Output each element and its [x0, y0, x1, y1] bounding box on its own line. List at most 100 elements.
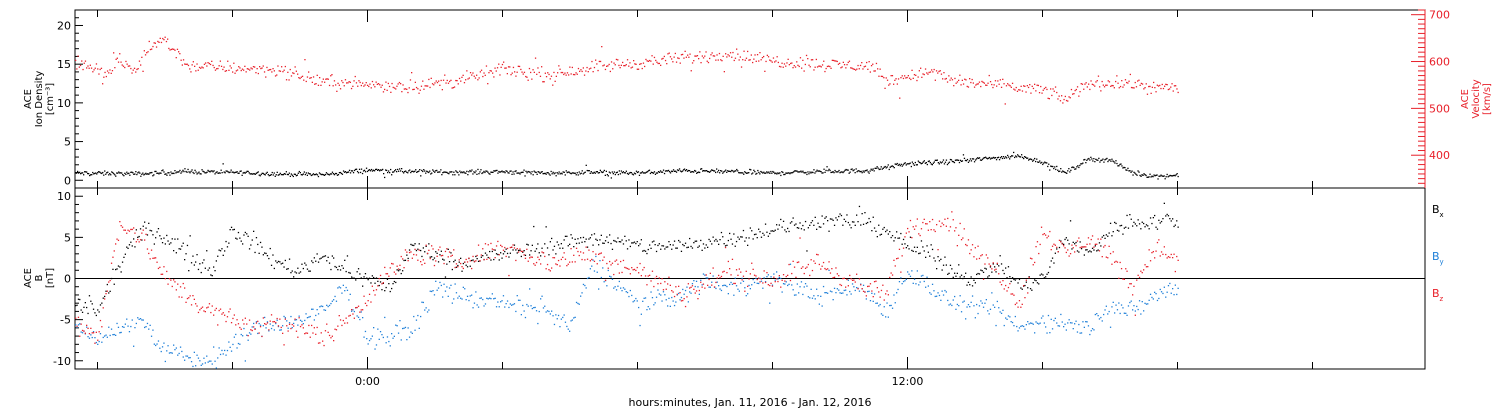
bz-point	[929, 221, 931, 223]
density-point	[731, 169, 733, 172]
velocity-point	[377, 83, 380, 85]
by-point	[232, 343, 234, 346]
density-point	[646, 171, 649, 173]
velocity-point	[880, 75, 882, 77]
bz-point	[170, 279, 172, 281]
bz-point	[582, 252, 585, 254]
by-point	[638, 306, 640, 309]
bx-point	[980, 269, 982, 271]
velocity-point	[520, 68, 522, 71]
by-point	[106, 336, 108, 338]
bx-point	[413, 244, 415, 247]
bz-point	[831, 268, 833, 270]
bz-point	[371, 285, 373, 287]
density-point	[1101, 159, 1103, 161]
velocity-point	[883, 77, 885, 79]
bz-point	[1177, 259, 1179, 261]
velocity-point	[1151, 86, 1153, 88]
bx-point	[996, 263, 998, 265]
bx-point	[486, 254, 488, 256]
by-point	[707, 277, 709, 279]
bz-point	[124, 229, 126, 231]
bz-point	[822, 261, 825, 264]
by-point	[1005, 317, 1007, 319]
bx-point	[678, 239, 680, 242]
velocity-point	[1103, 86, 1106, 88]
bz-point	[564, 258, 567, 260]
density-point	[403, 172, 405, 174]
density-point	[78, 172, 80, 174]
velocity-point	[507, 66, 510, 68]
bx-point	[305, 264, 307, 266]
density-point	[1012, 155, 1014, 157]
bx-point	[690, 245, 692, 248]
by-point	[1025, 324, 1027, 326]
density-point	[1147, 176, 1149, 178]
bx-point	[902, 238, 905, 241]
density-point	[705, 170, 707, 172]
density-point	[639, 172, 642, 174]
bz-point	[875, 280, 877, 282]
density-point	[674, 170, 677, 172]
bx-point	[891, 235, 894, 237]
bz-point	[502, 249, 505, 251]
density-point	[1123, 166, 1125, 169]
velocity-point	[657, 62, 659, 65]
by-point	[628, 295, 630, 298]
velocity-point	[671, 58, 673, 60]
bz-point	[829, 272, 832, 274]
velocity-point	[1139, 84, 1141, 86]
density-point	[838, 169, 840, 172]
by-point	[1034, 332, 1036, 334]
density-point	[517, 172, 519, 174]
bx-point	[1078, 251, 1080, 253]
density-point	[591, 172, 593, 174]
bx-point	[1134, 223, 1136, 225]
bx-point	[919, 252, 921, 254]
bx-point	[593, 233, 596, 235]
density-point	[1088, 157, 1090, 160]
density-point	[1114, 162, 1116, 164]
density-point	[608, 171, 610, 173]
bx-point	[92, 308, 95, 310]
density-point	[386, 169, 388, 172]
density-point	[173, 172, 175, 175]
bz-point	[824, 267, 826, 270]
bz-point	[945, 225, 947, 227]
density-point	[648, 169, 651, 171]
by-point	[457, 297, 459, 299]
bx-point	[494, 249, 496, 251]
velocity-point	[653, 56, 656, 59]
velocity-point	[490, 70, 492, 72]
bx-point	[887, 233, 889, 235]
density-point	[487, 171, 489, 173]
by-point	[747, 293, 749, 295]
density-point	[334, 172, 337, 175]
density-point	[712, 169, 714, 171]
bz-point	[891, 274, 894, 276]
bz-point	[448, 251, 451, 253]
density-point	[548, 173, 550, 175]
bx-point	[1115, 222, 1117, 225]
bx-point	[816, 228, 818, 230]
by-point	[930, 293, 932, 295]
by-point	[168, 352, 171, 354]
velocity-point	[825, 67, 827, 70]
density-point	[958, 161, 961, 164]
bz-point	[248, 319, 251, 321]
bz-point	[1018, 300, 1021, 302]
by-point	[277, 325, 280, 328]
bx-point	[661, 245, 663, 247]
velocity-point	[244, 65, 246, 67]
by-point	[173, 344, 175, 346]
by-point	[1068, 319, 1070, 321]
bx-point	[178, 248, 180, 250]
bx-point	[531, 244, 533, 246]
velocity-point	[828, 65, 830, 67]
bz-point	[312, 332, 314, 334]
velocity-point	[1061, 95, 1063, 97]
by-point	[117, 326, 120, 328]
velocity-point	[391, 82, 393, 85]
bx-point	[708, 238, 710, 241]
velocity-point	[1036, 84, 1038, 86]
